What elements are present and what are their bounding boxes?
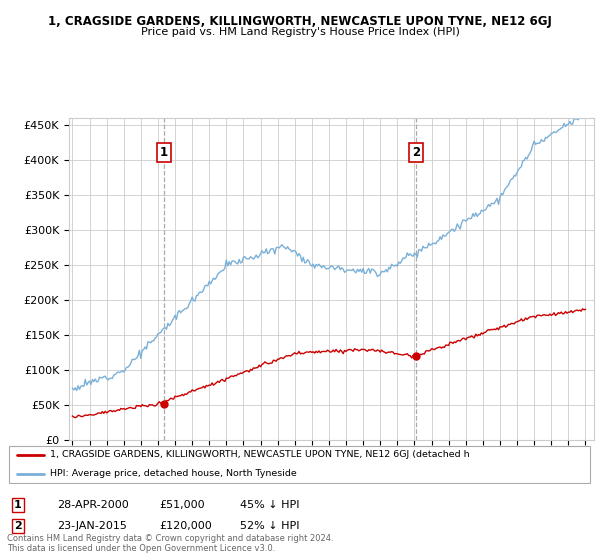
Text: 2: 2 [14,521,22,531]
Text: 45% ↓ HPI: 45% ↓ HPI [240,500,299,510]
Text: 1: 1 [160,146,167,159]
Text: 28-APR-2000: 28-APR-2000 [57,500,129,510]
Text: Price paid vs. HM Land Registry's House Price Index (HPI): Price paid vs. HM Land Registry's House … [140,27,460,37]
Text: £51,000: £51,000 [159,500,205,510]
Text: 52% ↓ HPI: 52% ↓ HPI [240,521,299,531]
FancyBboxPatch shape [9,446,590,483]
Text: Contains HM Land Registry data © Crown copyright and database right 2024.
This d: Contains HM Land Registry data © Crown c… [7,534,334,553]
Text: 1, CRAGSIDE GARDENS, KILLINGWORTH, NEWCASTLE UPON TYNE, NE12 6GJ (detached h: 1, CRAGSIDE GARDENS, KILLINGWORTH, NEWCA… [50,450,470,459]
Text: 23-JAN-2015: 23-JAN-2015 [57,521,127,531]
Text: 1, CRAGSIDE GARDENS, KILLINGWORTH, NEWCASTLE UPON TYNE, NE12 6GJ: 1, CRAGSIDE GARDENS, KILLINGWORTH, NEWCA… [48,15,552,28]
Text: 2: 2 [412,146,420,159]
Text: 1: 1 [14,500,22,510]
Text: HPI: Average price, detached house, North Tyneside: HPI: Average price, detached house, Nort… [50,469,297,478]
Text: £120,000: £120,000 [159,521,212,531]
